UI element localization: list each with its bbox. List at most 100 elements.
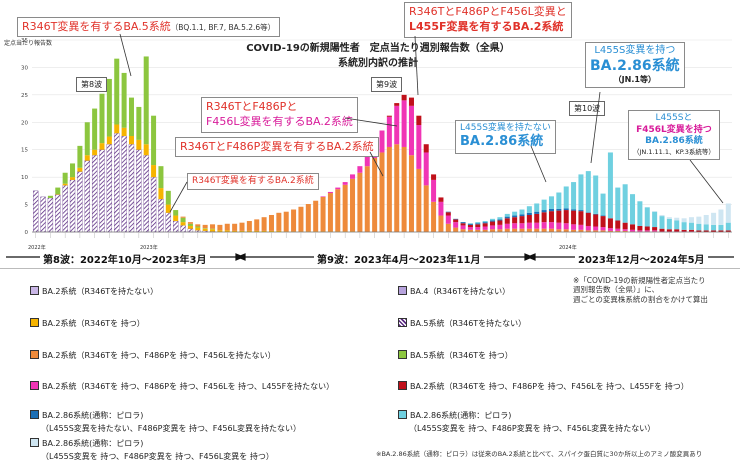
bar-segment-BA.2.86_noL455S [482,222,488,224]
legend-swatch [398,318,407,327]
bar-segment-BA.2_F456L [482,226,488,230]
bar-segment-BA.2.86_L455S [666,218,672,230]
bar-segment-BA.2_F486P [585,230,591,232]
callout-f456l: R346TとF486Pと F456L変異を有するBA.2系統 [201,97,358,133]
bar-segment-BA.2.86_noL455S [585,212,591,213]
bar-segment-BA.2_F456L [350,174,356,179]
bar-segment-BA.2.86_L455S_F456L [725,203,731,223]
bar-segment-BA.2.86_L455S [593,175,599,214]
bar-segment-BA.2.86_L455S [718,224,724,231]
y-tick-label: 10 [21,175,28,181]
bar-segment-BA.2_F456L [320,196,326,197]
bar-segment-BA.2_R346T [136,139,142,150]
bar-segment-BA.2.86_L455S_F456L [681,218,687,223]
stacked-bar-chart: 0 5 10 15 20 25 30 35 定点当たり報告数 [4,38,732,238]
bar-segment-BA.2.86_L455S [659,216,665,229]
bar-segment-BA.2_R346T [217,230,223,232]
bar-segment-BA.2_L455F [571,210,577,225]
bar-segment-BA.2_L455F [711,230,717,232]
bar-segment-BA.2_F486P [372,157,378,232]
bar-segment-BA.5_R346T [202,228,208,229]
bar-segment-BA.2_R346T [121,127,127,136]
bar-segment-BA.2_F486P [475,229,481,232]
bar-segment-BA.2_L455F [497,220,503,225]
bar-segment-BA.5_R346T [84,122,90,156]
bar-segment-BA.2.86_noL455S [578,210,584,212]
year-label-2023: 2023年 [140,245,158,251]
bar-segment-BA.2_R346T [151,165,157,178]
bar-segment-BA.2_L455F [563,210,569,224]
y-tick-label: 35 [21,38,28,44]
legend-swatch [30,350,39,359]
bar-segment-BA.2.86_L455S [637,201,643,226]
bar-segment-BA.2_R346T [143,144,149,156]
bar-segment-BA.2_L455F [526,214,532,223]
bar-segment-BA.2_R346T [99,143,105,150]
legend-swatch [30,381,39,390]
bar-segment-BA.2.86_L455S [585,171,591,213]
bar-segment-BA.2_F486P [445,223,451,232]
bar-segment-BA.2_F456L [600,227,606,231]
bar-segment-BA.2_R346T [268,230,274,232]
bar-segment-BA.2_F486P [246,221,252,231]
bar-segment-BA.2_R346T [106,136,112,145]
legend-item: BA.2系統（R346Tを 持つ、F486Pを 持つ、F456Lを 持つ、L45… [398,381,689,392]
bar-segment-BA.2.86_L455S [578,174,584,211]
bar-segment-BA.2_L455F [431,174,437,180]
bar-segment-BA.2_F456L [548,222,554,229]
bar-segment-BA.2_F486P [526,228,532,232]
bar-segment-BA.2_F486P [335,189,341,232]
legend-swatch [30,286,39,295]
bar-segment-BA.2_F456L [512,223,518,229]
bar-segment-BA.2_F456L [475,227,481,230]
bar-segment-BA.2.86_L455S [622,184,628,223]
bar-segment-BA.2.86_L455S_F456L [659,214,665,217]
bar-segment-BA.2_L455F [490,221,496,226]
bar-segment-BA.2_R346T [62,183,68,186]
bar-segment-BA.2_F486P [202,224,208,229]
bar-segment-BA.2.86_L455S [696,223,702,231]
y-tick-label: 0 [25,230,29,236]
bar-segment-BA.5_R346T [121,72,127,128]
bar-segment-BA.5_R346T [114,58,120,125]
bar-segment-BA.2.86_L455S [615,187,621,221]
bar-segment-BA.2_L455F [460,223,466,226]
bar-segment-BA.2_F456L [379,130,385,153]
bar-segment-BA.2_F456L [423,152,429,186]
bar-segment-BA.2_F486P [423,185,429,232]
bar-segment-BA.2_L455F [386,115,392,117]
bar-segment-BA.2.86_L455S [497,217,503,220]
bar-segment-BA.2_F486P [519,228,525,232]
bar-segment-BA.2_L455F [696,230,702,232]
bar-segment-BA.2_F486P [276,212,282,231]
bar-segment-BA.2.86_noL455S [534,211,540,214]
bar-segment-BA.2_L455F [674,229,680,232]
bar-segment-BA.2_F486P [401,146,407,232]
bar-segment-BA.2_R346T [210,229,216,232]
year-label-2024: 2024年 [559,245,577,251]
bar-segment-BA.2_L455F [408,97,414,106]
bar-segment-BA.2_L455F [607,218,613,229]
bar-segment-BA.2.86_L455S [703,224,709,231]
bar-segment-BA.2_F456L [578,224,584,230]
bar-segment-BA.2_F486P [431,201,437,232]
bar-segment-BA.2_R346T [246,230,252,232]
bar-segment-BA.2_R346T [84,155,90,161]
bar-segment-BA.2_F486P [578,229,584,232]
bar-segment-BA.2.86_noL455S [512,215,518,218]
bar-segment-BA.5_R346T [187,223,193,226]
bar-segment-BA.2.86_L455S [571,182,577,210]
bar-segment-BA.2.86_noL455S [541,210,547,213]
bar-segment-BA.2_F486P [187,222,193,224]
bar-segment-BA.2_L455F [512,217,518,224]
legend-swatch [398,286,407,295]
bar-segment-BA.2.86_noL455S [556,208,562,211]
bar-segment-BA.5_R346T [180,217,186,223]
bar-segment-BA.2_L455F [504,218,510,224]
bar-segment-BA.2_F486P [180,216,186,218]
bar-segment-BA.2_L455F [578,211,584,225]
bar-segment-BA.2.86_L455S [563,186,569,209]
legend-swatch [398,410,407,419]
bar-segment-BA.2.86_L455S_F456L [718,209,724,225]
bar-segment-BA.2.86_noL455S [445,211,451,213]
